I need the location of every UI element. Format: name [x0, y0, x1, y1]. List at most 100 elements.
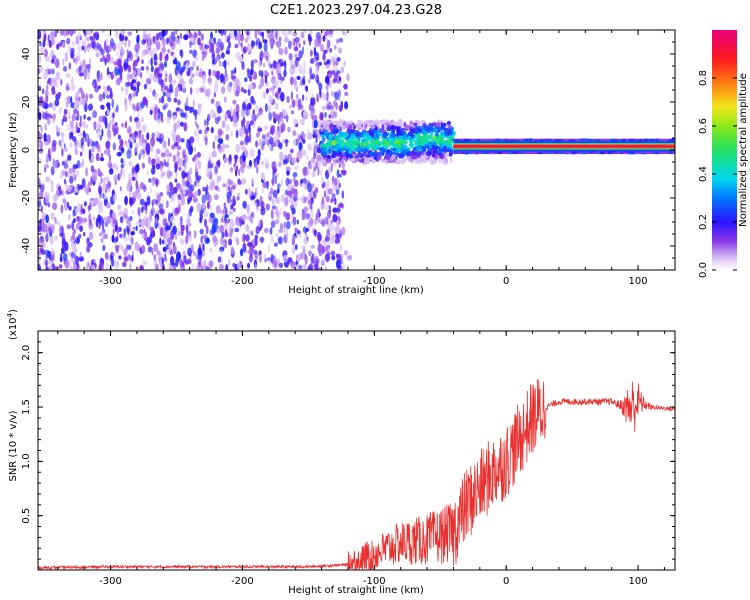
heatmap-cell [293, 165, 299, 171]
heatmap-cell [283, 69, 287, 78]
heatmap-cell [269, 187, 274, 195]
heatmap-cell [120, 168, 123, 176]
heatmap-cell [330, 55, 334, 63]
heatmap-cell [331, 140, 337, 146]
heatmap-cell [183, 255, 187, 264]
heatmap-cell [257, 220, 261, 228]
heatmap-cell [304, 133, 307, 141]
heatmap-cell [65, 73, 71, 78]
heatmap-cell [110, 71, 114, 80]
heatmap-cell [127, 31, 133, 36]
heatmap-cell [168, 73, 173, 84]
heatmap-cell [164, 85, 169, 91]
heatmap-cell [129, 263, 132, 270]
heatmap-cell [180, 138, 185, 143]
heatmap-cell [165, 244, 170, 250]
heatmap-cell [338, 163, 341, 168]
heatmap-cell [48, 226, 52, 232]
heatmap-cell [278, 142, 283, 150]
heatmap-cell [229, 231, 233, 238]
heatmap-cell [64, 30, 69, 36]
heatmap-cell [320, 143, 324, 148]
heatmap-cell [78, 256, 84, 262]
heatmap-cell [97, 129, 101, 139]
heatmap-cell [56, 131, 60, 137]
heatmap-cell [66, 201, 70, 208]
heatmap-cell [181, 170, 186, 180]
heatmap-cell [305, 213, 311, 220]
heatmap-cell [128, 98, 132, 107]
heatmap-cell [195, 54, 199, 63]
heatmap-cell [263, 42, 268, 52]
heatmap-cell [357, 135, 361, 142]
heatmap-cell [279, 262, 283, 268]
heatmap-cell [244, 135, 249, 146]
heatmap-cell [147, 246, 153, 253]
heatmap-cell [65, 102, 69, 108]
heatmap-cell [124, 121, 128, 129]
heatmap-cell [328, 133, 334, 139]
heatmap-cell [142, 260, 148, 266]
heatmap-cell [317, 124, 320, 130]
heatmap-cell [434, 141, 437, 147]
heatmap-cell [113, 174, 118, 183]
heatmap-cell [45, 214, 49, 224]
heatmap-cell [57, 91, 62, 97]
heatmap-cell [262, 134, 265, 140]
heatmap-cell [271, 66, 274, 73]
heatmap-cell [268, 112, 273, 121]
heatmap-cell [275, 30, 278, 41]
heatmap-cell [310, 49, 313, 57]
heatmap-cell [324, 236, 330, 242]
heatmap-cell [445, 152, 450, 157]
heatmap-cell [412, 127, 416, 134]
heatmap-cell [163, 61, 168, 68]
heatmap-cell [118, 173, 122, 179]
heatmap-cell [81, 121, 86, 126]
heatmap-cell [253, 59, 258, 64]
heatmap-cell [296, 133, 300, 139]
heatmap-cell [175, 37, 179, 44]
heatmap-cell [224, 229, 228, 237]
heatmap-cell [622, 138, 626, 141]
heatmap-cell [565, 152, 569, 155]
heatmap-cell [107, 53, 111, 62]
heatmap-cell [164, 162, 169, 167]
heatmap-cell [273, 129, 278, 135]
heatmap-cell [190, 69, 193, 79]
heatmap-cell [107, 74, 111, 79]
heatmap-cell [422, 142, 426, 147]
heatmap-cell [117, 43, 121, 51]
heatmap-cell [247, 207, 250, 217]
heatmap-cell [519, 151, 525, 154]
heatmap-cell [93, 83, 95, 89]
heatmap-cell [218, 138, 224, 145]
heatmap-cell [76, 237, 80, 244]
heatmap-cell [339, 76, 342, 82]
heatmap-cell [258, 111, 263, 116]
heatmap-cell [331, 175, 335, 182]
heatmap-cell [270, 235, 274, 244]
heatmap-cell [571, 152, 575, 155]
heatmap-cell [315, 64, 319, 75]
heatmap-cell [258, 69, 262, 77]
heatmap-cell [45, 153, 49, 163]
heatmap-cell [98, 93, 104, 102]
heatmap-cell [99, 261, 104, 270]
heatmap-cell [58, 221, 61, 227]
heatmap-cell [237, 178, 241, 185]
x-tick-label: 0 [503, 576, 509, 587]
heatmap-cell [125, 141, 130, 148]
heatmap-cell [38, 112, 42, 121]
heatmap-cell [39, 140, 44, 150]
heatmap-cell [258, 250, 262, 256]
heatmap-cell [208, 68, 212, 77]
heatmap-cell [143, 231, 148, 242]
colorbar-label: Normalized spectral amplitude [738, 73, 749, 227]
heatmap-cell [270, 209, 274, 220]
heatmap-cell [153, 110, 157, 121]
heatmap-cell [112, 193, 117, 202]
heatmap-cell [60, 30, 65, 36]
heatmap-cell [260, 200, 264, 208]
heatmap-cell [347, 254, 352, 261]
